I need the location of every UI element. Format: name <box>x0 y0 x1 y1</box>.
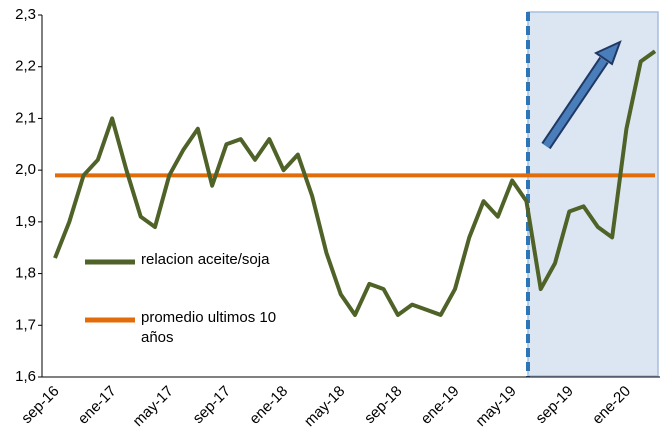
y-tick-label: 2,0 <box>15 161 36 178</box>
trend-arrow <box>541 40 622 150</box>
legend-label: promedio ultimos 10 años <box>141 309 277 346</box>
x-tick-label: may-18 <box>301 383 348 430</box>
x-tick-label: sep-18 <box>361 383 405 427</box>
x-tick-label: may-19 <box>472 383 519 430</box>
x-tick-label: may-17 <box>130 383 177 430</box>
x-tick-label: ene-17 <box>75 383 120 428</box>
y-tick-label: 2,3 <box>15 6 36 23</box>
y-tick-label: 2,1 <box>15 109 36 126</box>
x-tick-label: sep-17 <box>190 383 234 427</box>
legend-entry: promedio ultimos 10 años <box>141 309 277 346</box>
x-tick-label: ene-18 <box>246 383 291 428</box>
x-tick-label: sep-16 <box>18 383 62 427</box>
legend-label: relacion aceite/soja <box>141 251 270 268</box>
y-tick-label: 1,9 <box>15 213 36 230</box>
legend-entry: relacion aceite/soja <box>141 251 270 268</box>
y-tick-label: 1,6 <box>15 368 36 385</box>
y-tick-label: 1,7 <box>15 316 36 333</box>
x-tick-label: sep-19 <box>532 383 576 427</box>
y-tick-label: 1,8 <box>15 265 36 282</box>
y-tick-label: 2,2 <box>15 58 36 75</box>
x-tick-label: ene-20 <box>589 383 634 428</box>
series-line <box>53 49 657 317</box>
x-tick-label: ene-19 <box>418 383 463 428</box>
